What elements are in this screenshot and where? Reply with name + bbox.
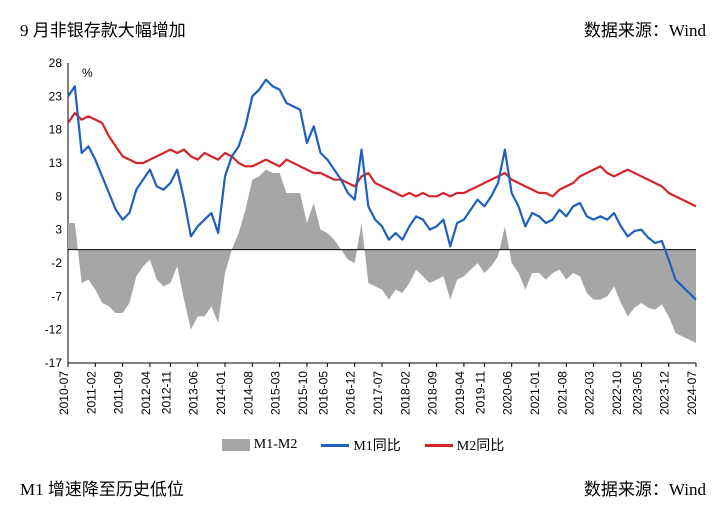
svg-text:2011-02: 2011-02 <box>84 371 98 414</box>
svg-text:13: 13 <box>49 156 63 170</box>
svg-text:2011-09: 2011-09 <box>112 371 126 414</box>
svg-text:2010-07: 2010-07 <box>57 371 71 415</box>
legend-label-m1: M1同比 <box>353 435 400 455</box>
svg-text:-12: -12 <box>45 323 63 337</box>
legend-swatch-m1 <box>321 444 349 447</box>
chart-source: 数据来源：Wind <box>584 16 706 41</box>
svg-text:2022-03: 2022-03 <box>583 371 597 415</box>
legend-m1: M1同比 <box>321 435 400 455</box>
svg-text:2019-11: 2019-11 <box>473 371 487 414</box>
svg-text:23: 23 <box>49 89 63 103</box>
money-supply-chart: -17 -12 -7 -2 3 8 13 18 23 28% 2010-07 2011-02 2011-… <box>20 53 706 455</box>
svg-text:2012-04: 2012-04 <box>139 371 153 415</box>
svg-text:2018-02: 2018-02 <box>398 371 412 415</box>
svg-text:2014-01: 2014-01 <box>214 371 228 415</box>
legend-swatch-area <box>222 439 250 451</box>
svg-text:2020-06: 2020-06 <box>501 371 515 415</box>
svg-text:3: 3 <box>55 223 62 237</box>
svg-text:2022-10: 2022-10 <box>610 371 624 415</box>
svg-text:2019-04: 2019-04 <box>453 371 467 415</box>
svg-text:2015-10: 2015-10 <box>296 371 310 415</box>
svg-text:2018-09: 2018-09 <box>426 371 440 415</box>
footer-title: M1 增速降至历史低位 <box>20 475 184 500</box>
legend-m2: M2同比 <box>425 435 504 455</box>
chart-legend: M1-M2 M1同比 M2同比 <box>20 435 706 455</box>
svg-text:%: % <box>82 66 93 80</box>
svg-text:8: 8 <box>55 189 62 203</box>
svg-text:2016-12: 2016-12 <box>344 371 358 415</box>
svg-text:2024-07: 2024-07 <box>685 371 699 415</box>
svg-text:2023-05: 2023-05 <box>630 371 644 415</box>
svg-text:-2: -2 <box>51 256 62 270</box>
svg-text:2021-01: 2021-01 <box>528 371 542 415</box>
svg-text:-17: -17 <box>45 356 63 370</box>
svg-text:2014-08: 2014-08 <box>241 371 255 415</box>
chart-title: 9 月非银存款大幅增加 <box>20 16 186 41</box>
svg-text:18: 18 <box>49 123 63 137</box>
svg-text:2021-08: 2021-08 <box>555 371 569 415</box>
svg-text:-7: -7 <box>51 289 62 303</box>
legend-area: M1-M2 <box>222 435 298 455</box>
svg-text:2012-11: 2012-11 <box>159 371 173 414</box>
legend-label-area: M1-M2 <box>254 437 298 453</box>
legend-label-m2: M2同比 <box>457 435 504 455</box>
svg-text:2013-06: 2013-06 <box>187 371 201 415</box>
svg-text:2016-05: 2016-05 <box>316 371 330 415</box>
svg-text:28: 28 <box>49 56 63 70</box>
footer-source: 数据来源：Wind <box>584 475 706 500</box>
svg-text:2015-03: 2015-03 <box>269 371 283 415</box>
svg-text:2017-07: 2017-07 <box>371 371 385 415</box>
legend-swatch-m2 <box>425 444 453 447</box>
svg-text:2023-12: 2023-12 <box>658 371 672 415</box>
